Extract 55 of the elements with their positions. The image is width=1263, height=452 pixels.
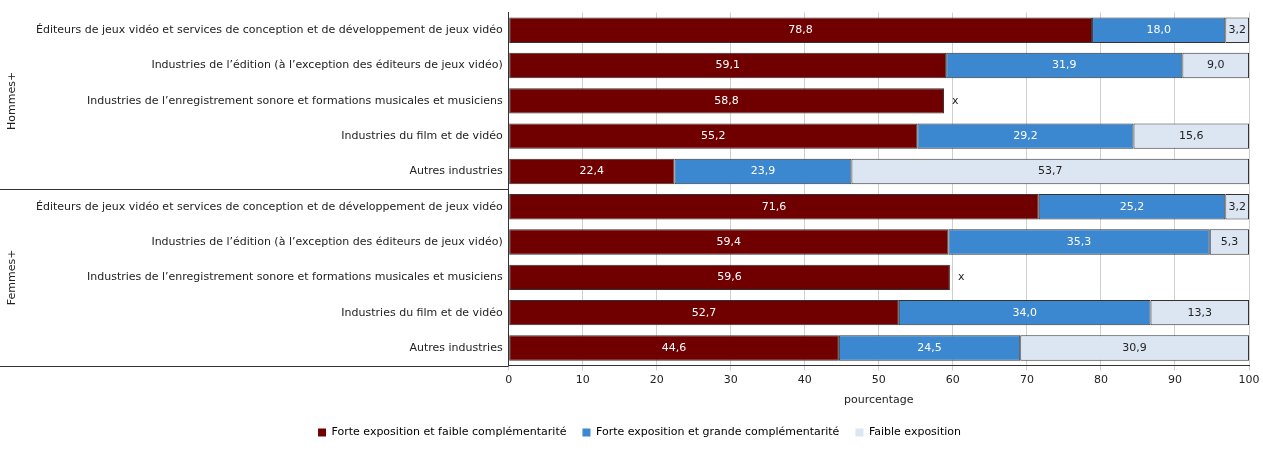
text: x — [951, 93, 959, 107]
data-label: 31,9 — [1052, 58, 1077, 72]
legend-label: Faible exposition — [868, 425, 961, 439]
x-tick-label: 20 — [649, 373, 664, 387]
data-label: 23,9 — [750, 164, 776, 178]
data-label: 3,2 — [1228, 199, 1246, 213]
x-tick-label: 10 — [575, 373, 590, 387]
y-tick-label: Éditeurs de jeux vidéo et services de conception et de développement de jeux vidéo — [35, 23, 503, 37]
data-label: 58,8 — [714, 93, 739, 107]
data-label: 25,2 — [1119, 199, 1145, 213]
y-tick-label: Industries du film et de vidéo — [341, 305, 503, 319]
x-tick-label: 80 — [1093, 373, 1108, 387]
y-tick-label: Éditeurs de jeux vidéo et services de conception et de développement de jeux vidéo — [35, 199, 503, 213]
y-tick-label: Industries du film et de vidéo — [341, 129, 503, 143]
x-tick-label: 0 — [505, 373, 513, 387]
data-label: 78,8 — [788, 23, 813, 37]
x-tick-label: 60 — [945, 373, 960, 387]
x-axis-title: pourcentage — [844, 393, 914, 407]
y-tick-label: Industries de l’enregistrement sonore et formations musicales et musiciens — [86, 270, 503, 284]
data-label: 59,6 — [717, 270, 742, 284]
data-label: 52,7 — [691, 305, 717, 319]
data-label: 3,2 — [1228, 23, 1246, 37]
x-tick-label: 50 — [871, 373, 886, 387]
y-tick-label: Autres industries — [409, 164, 503, 178]
y-tick-label: Autres industries — [409, 340, 503, 354]
x-tick-label: 70 — [1019, 373, 1034, 387]
x-tick-label: 100 — [1238, 373, 1260, 387]
data-label: 71,6 — [761, 199, 787, 213]
data-label: 44,6 — [661, 340, 687, 354]
data-label: 34,0 — [1012, 305, 1037, 319]
data-label: 59,4 — [716, 234, 742, 248]
data-label: 53,7 — [1037, 164, 1063, 178]
legend-label: Forte exposition et faible complémentarité — [331, 425, 567, 439]
x-tick-label: 30 — [723, 373, 738, 387]
data-label: 9,0 — [1206, 58, 1225, 72]
y-tick-label: Industries de l’édition (à l’exception des éditeurs de jeux vidéo) — [151, 234, 503, 248]
y-tick-label: Industries de l’enregistrement sonore et formations musicales et musiciens — [86, 93, 503, 107]
text: Hommes+ — [4, 71, 18, 130]
data-label: 30,9 — [1122, 340, 1147, 354]
text: Femmes+ — [4, 249, 18, 306]
data-label: 15,6 — [1179, 129, 1204, 143]
data-label: 55,2 — [701, 129, 726, 143]
data-label: 5,3 — [1220, 234, 1239, 248]
data-label: 18,0 — [1146, 23, 1171, 37]
x-tick-label: 40 — [797, 373, 812, 387]
text: x — [957, 270, 965, 284]
x-tick-label: 90 — [1167, 373, 1182, 387]
data-label: 24,5 — [917, 340, 942, 354]
y-tick-label: Industries de l’édition (à l’exception des éditeurs de jeux vidéo) — [151, 58, 503, 72]
legend-label: Forte exposition et grande complémentarité — [595, 425, 840, 439]
data-label: 13,3 — [1187, 305, 1213, 319]
data-label: 59,1 — [715, 58, 740, 72]
data-label: 22,4 — [579, 164, 605, 178]
data-label: 35,3 — [1066, 234, 1092, 248]
data-label: 29,2 — [1013, 129, 1038, 143]
